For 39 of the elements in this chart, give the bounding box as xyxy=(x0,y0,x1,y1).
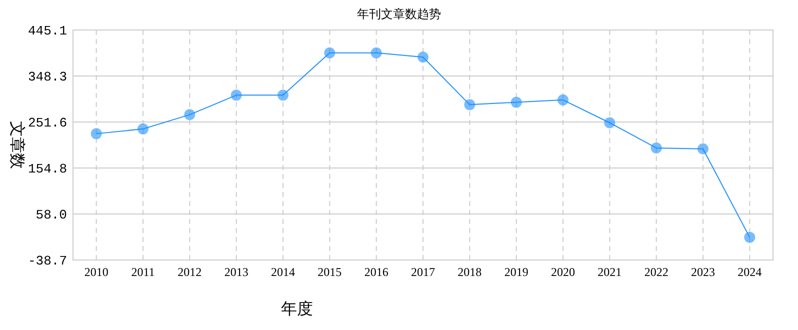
point xyxy=(138,123,148,134)
x-tick-label: 2012 xyxy=(178,265,202,279)
y-tick-label: 58.0 xyxy=(36,208,67,223)
point xyxy=(604,117,616,128)
y-tick-label: 445.1 xyxy=(28,24,68,39)
x-tick-label: 2020 xyxy=(551,265,575,279)
y-tick-label: 251.6 xyxy=(28,116,67,131)
point xyxy=(418,52,428,63)
x-tick-label: 2024 xyxy=(738,265,762,279)
point xyxy=(558,94,568,106)
point xyxy=(230,90,242,101)
x-tick-label: 2023 xyxy=(691,265,715,279)
x-axis-title: 年度 xyxy=(281,300,313,318)
y-tick-label: -38.7 xyxy=(28,254,67,269)
point xyxy=(698,143,708,154)
chart-title: 年刊文章数趋势 xyxy=(357,7,441,21)
point xyxy=(510,96,522,108)
point xyxy=(464,99,476,110)
y-tick-label: 348.3 xyxy=(28,70,67,85)
point xyxy=(90,128,102,140)
x-tick-label: 2010 xyxy=(84,265,108,279)
x-tick-label: 2021 xyxy=(598,265,622,279)
x-tick-label: 2014 xyxy=(271,265,295,279)
point xyxy=(324,47,336,58)
x-tick-label: 2015 xyxy=(318,265,342,279)
x-tick-label: 2013 xyxy=(224,265,248,279)
point xyxy=(278,90,288,101)
point xyxy=(650,142,662,154)
x-tick-label: 2022 xyxy=(644,265,668,279)
y-tick-label: 154.8 xyxy=(28,162,67,177)
point xyxy=(370,47,382,58)
x-tick-label: 2011 xyxy=(131,265,155,279)
x-tick-label: 2016 xyxy=(364,265,388,279)
x-tick-label: 2019 xyxy=(504,265,528,279)
point xyxy=(744,232,756,243)
x-tick-label: 2018 xyxy=(458,265,482,279)
y-axis-title: 文章数 xyxy=(8,121,26,169)
point xyxy=(184,109,196,120)
x-tick-label: 2017 xyxy=(411,265,435,279)
